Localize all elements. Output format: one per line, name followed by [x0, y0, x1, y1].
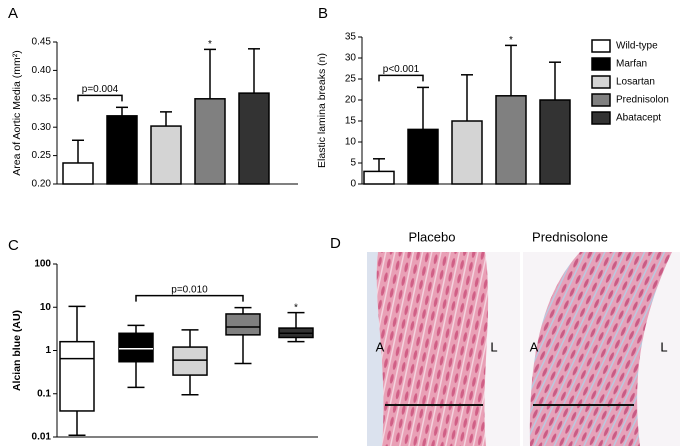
box: [59, 340, 95, 412]
significance-bracket: [378, 74, 424, 82]
box: [172, 346, 208, 376]
bar: [194, 98, 226, 185]
legend-swatch: [591, 39, 611, 53]
y-tick-label: 0.30: [32, 122, 52, 133]
legend-swatch: [591, 111, 611, 125]
panel-label: B: [318, 5, 328, 22]
y-axis-label: Elastic lamina breaks (n): [316, 53, 328, 168]
bar: [62, 162, 94, 185]
y-axis-label: Area of Aortic Media (mm²): [11, 50, 23, 175]
tissue: [529, 252, 672, 446]
bar: [539, 99, 571, 185]
y-tick-label: 1: [45, 345, 51, 356]
box: [225, 313, 261, 336]
y-tick-label: 0.45: [32, 37, 52, 48]
histology-images: D Placebo Prednisolone A L A L: [330, 229, 680, 446]
legend-label: Wild-type: [616, 41, 658, 52]
significance-star: *: [294, 302, 298, 313]
side-label: A: [530, 339, 539, 354]
y-tick-label: 0.20: [32, 179, 52, 190]
significance-bracket: [135, 294, 244, 302]
y-tick-label: 0: [350, 179, 356, 190]
adventitia: [367, 252, 384, 446]
legend-swatch: [591, 93, 611, 107]
y-axis-label: Alcian blue (AU): [11, 310, 23, 391]
panel-label: D: [330, 235, 341, 252]
y-tick-label: 15: [345, 116, 357, 127]
image-title: Placebo: [409, 229, 456, 244]
bar: [407, 128, 439, 185]
y-tick-label: 0.25: [32, 150, 52, 161]
p-value: p<0.001: [383, 64, 420, 75]
side-label: A: [376, 339, 385, 354]
panel-label: A: [8, 5, 18, 22]
bar: [238, 92, 270, 185]
y-tick-label: 30: [345, 53, 357, 64]
y-tick-label: 0.40: [32, 65, 52, 76]
y-tick-label: 25: [345, 74, 357, 85]
y-tick-label: 5: [350, 158, 356, 169]
significance-star: *: [208, 39, 212, 50]
p-value: p=0.010: [171, 284, 208, 295]
legend-label: Abatacept: [616, 113, 661, 124]
y-tick-label: 0.01: [32, 432, 52, 443]
legend-swatch: [591, 75, 611, 89]
y-tick-label: 20: [345, 95, 357, 106]
y-tick-label: 35: [345, 32, 357, 43]
image-title: Prednisolone: [532, 229, 608, 244]
significance-star: *: [509, 35, 513, 46]
legend-label: Losartan: [616, 77, 655, 88]
legend-swatch: [591, 57, 611, 71]
y-tick-label: 0.1: [37, 388, 51, 399]
box: [118, 332, 154, 363]
bar: [106, 115, 138, 185]
bar: [495, 95, 527, 185]
y-tick-label: 10: [345, 137, 357, 148]
panel-label: C: [8, 237, 19, 254]
bar: [451, 120, 483, 185]
bar: [363, 170, 395, 185]
tissue: [376, 252, 489, 446]
y-tick-label: 100: [34, 259, 51, 270]
y-tick-label: 10: [40, 302, 52, 313]
y-tick-label: 0.35: [32, 93, 52, 104]
legend-label: Prednisolon: [616, 95, 669, 106]
side-label: L: [490, 339, 497, 354]
significance-bracket: [77, 94, 123, 102]
bar: [150, 125, 182, 185]
side-label: L: [660, 339, 667, 354]
legend-label: Marfan: [616, 59, 647, 70]
p-value: p=0.004: [82, 84, 119, 95]
